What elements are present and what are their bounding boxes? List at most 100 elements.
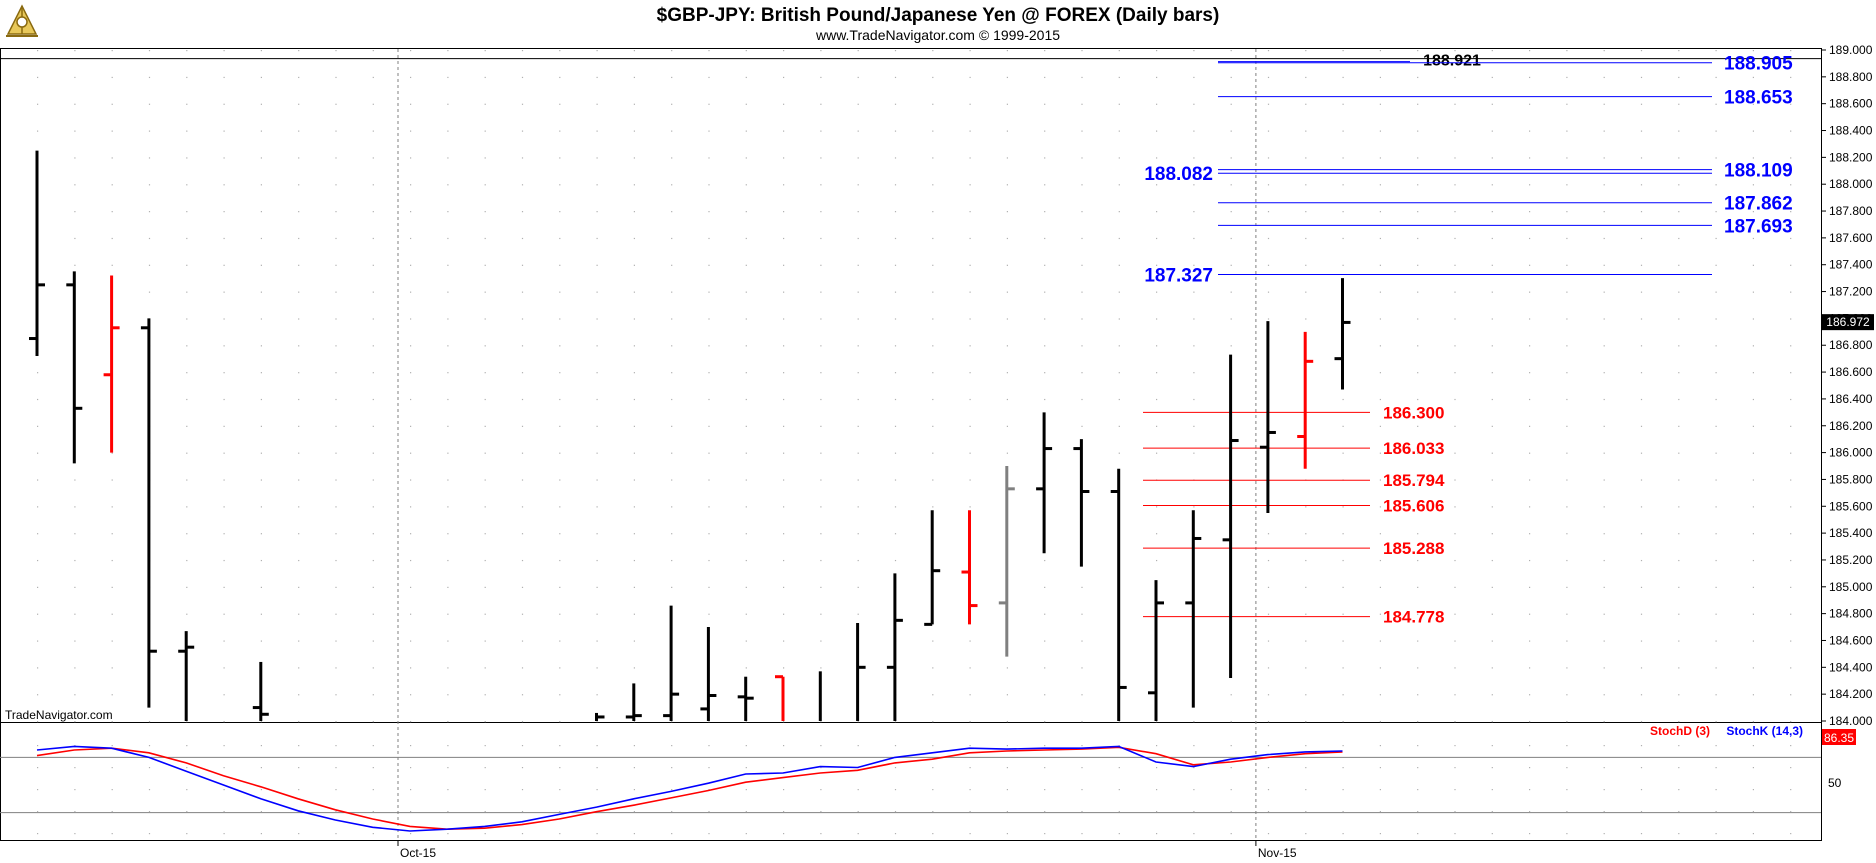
grid-dot (223, 318, 225, 320)
grid-dot (111, 264, 113, 266)
grid-dot (1417, 264, 1419, 266)
grid-dot (298, 264, 300, 266)
grid-dot (74, 264, 76, 266)
grid-dot (1305, 694, 1307, 696)
grid-dot (372, 130, 374, 132)
grid-dot (1752, 479, 1754, 481)
grid-dot (1230, 264, 1232, 266)
grid-dot (148, 50, 151, 52)
grid-dot (1640, 211, 1643, 213)
grid-dot (1379, 745, 1381, 747)
grid-dot (932, 479, 934, 481)
grid-dot (1081, 157, 1083, 159)
grid-dot (410, 506, 412, 508)
grid-dot (521, 130, 524, 132)
grid-dot (783, 720, 785, 723)
grid-dot (223, 452, 225, 454)
grid-dot (1566, 318, 1568, 320)
grid-dot (1678, 640, 1680, 642)
grid-dot (857, 425, 859, 427)
grid-dot (223, 640, 225, 642)
grid-dot (559, 398, 561, 401)
grid-dot (1379, 318, 1381, 320)
grid-dot (1006, 76, 1008, 79)
grid-dot (447, 50, 449, 52)
grid-dot (521, 291, 524, 293)
grid-dot (783, 613, 785, 615)
grid-dot (969, 184, 971, 186)
grid-dot (894, 398, 897, 401)
grid-dot (148, 237, 151, 240)
grid-dot (484, 767, 486, 769)
grid-dot (1603, 533, 1605, 535)
grid-dot (708, 559, 710, 562)
grid-dot (708, 613, 710, 615)
grid-dot (1566, 50, 1568, 52)
grid-dot (447, 745, 449, 747)
grid-dot (1529, 613, 1531, 615)
grid-dot (223, 291, 225, 293)
grid-dot (1379, 506, 1381, 508)
grid-dot (372, 559, 374, 562)
grid-dot (74, 506, 76, 508)
grid-dot (74, 157, 76, 159)
grid-dot (1081, 237, 1083, 240)
grid-dot (1230, 789, 1232, 791)
grid-dot (1491, 811, 1493, 813)
grid-dot (783, 291, 785, 293)
grid-dot (260, 103, 262, 105)
grid-dot (1603, 667, 1605, 669)
grid-dot (186, 425, 188, 427)
grid-dot (894, 425, 897, 427)
grid-dot (1417, 237, 1419, 240)
grid-dot (1156, 50, 1158, 52)
grid-dot (1193, 425, 1195, 427)
grid-dot (484, 103, 486, 105)
grid-dot (1678, 533, 1680, 535)
grid-dot (1081, 767, 1083, 769)
grid-dot (596, 76, 598, 79)
grid-dot (1491, 130, 1493, 132)
price-bar (595, 712, 605, 721)
grid-dot (1379, 237, 1381, 240)
grid-dot (708, 103, 710, 105)
grid-dot (633, 211, 635, 213)
grid-dot (1417, 211, 1419, 213)
grid-dot (410, 694, 412, 696)
grid-dot (410, 479, 412, 481)
grid-dot (820, 291, 822, 293)
grid-dot (932, 50, 934, 52)
grid-dot (1678, 811, 1680, 813)
grid-dot (223, 767, 225, 769)
grid-dot (74, 50, 76, 52)
grid-dot (1566, 264, 1568, 266)
grid-dot (1790, 667, 1792, 669)
grid-dot (1417, 506, 1419, 508)
grid-dot (74, 479, 76, 481)
grid-dot (1529, 694, 1531, 696)
grid-dot (1156, 452, 1158, 454)
grid-dot (335, 479, 337, 481)
grid-dot (260, 211, 262, 213)
grid-dot (186, 398, 188, 401)
grid-dot (1752, 103, 1754, 105)
grid-dot (223, 372, 225, 374)
grid-dot (1752, 130, 1754, 132)
support-label: 185.288 (1383, 539, 1444, 558)
price-tick-label: 187.600 (1829, 231, 1873, 245)
grid-dot (410, 264, 412, 266)
price-panel-frame (0, 48, 1822, 723)
grid-dot (298, 157, 300, 159)
grid-dot (260, 76, 262, 79)
grid-dot (1044, 264, 1046, 266)
price-tick-label: 187.200 (1829, 285, 1873, 299)
grid-dot (298, 130, 300, 132)
grid-dot (969, 345, 971, 347)
grid-dot (633, 345, 635, 347)
grid-dot (1715, 130, 1717, 132)
grid-dot (969, 398, 971, 401)
grid-dot (671, 789, 673, 791)
grid-dot (447, 506, 449, 508)
grid-dot (37, 559, 39, 562)
grid-dot (1678, 184, 1680, 186)
